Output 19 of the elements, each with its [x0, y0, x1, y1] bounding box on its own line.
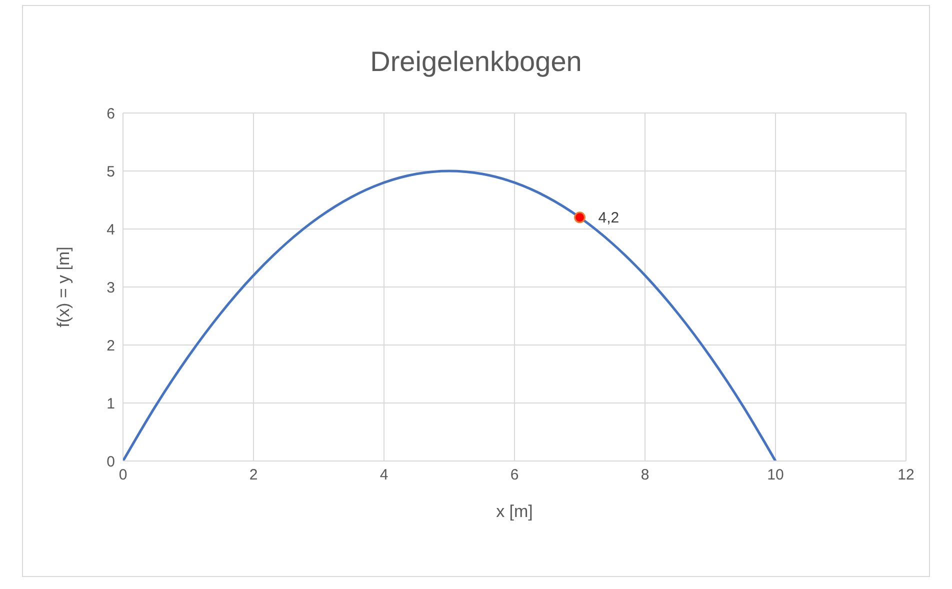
y-tick-label: 6 — [106, 105, 115, 122]
x-tick-label: 4 — [380, 466, 388, 484]
x-tick-label: 6 — [510, 466, 519, 484]
x-tick-label: 2 — [249, 466, 258, 484]
x-tick-label: 0 — [118, 466, 128, 484]
x-tick-label: 12 — [898, 466, 914, 484]
y-tick-label: 1 — [106, 395, 115, 412]
y-tick-label: 2 — [106, 337, 115, 354]
chart-title: Dreigelenkbogen — [369, 46, 583, 78]
y-tick-label: 5 — [106, 163, 115, 180]
y-tick-label: 3 — [106, 279, 115, 296]
y-tick-label: 4 — [106, 221, 115, 238]
x-tick-label: 10 — [767, 466, 784, 484]
y-tick-label: 0 — [106, 453, 115, 470]
line-series — [123, 170, 777, 461]
data-label: 4,2 — [598, 210, 620, 227]
x-axis-title: x [m] — [496, 502, 533, 521]
x-tick-label: 8 — [640, 466, 650, 484]
y-axis-title: f(x) = y [m] — [54, 246, 74, 328]
